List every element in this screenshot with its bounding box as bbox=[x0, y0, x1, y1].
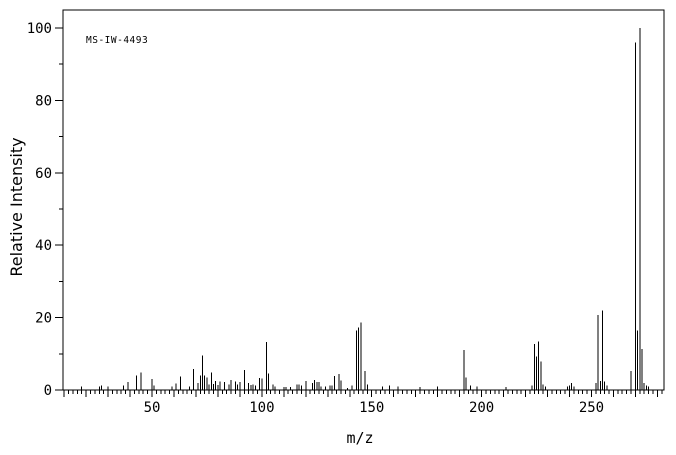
y-tick-label: 60 bbox=[35, 166, 52, 182]
x-tick-label: 50 bbox=[144, 400, 161, 416]
plot-border bbox=[62, 9, 665, 391]
peaks-group bbox=[81, 28, 650, 390]
x-tick-label: 100 bbox=[249, 400, 274, 416]
y-axis-label: Relative Intensity bbox=[7, 137, 26, 276]
y-tick-label: 40 bbox=[35, 238, 52, 254]
axes-group: 50 100 150 200 250 0 20 40 60 80 100 bbox=[27, 9, 665, 416]
y-tick-label: 100 bbox=[27, 21, 52, 37]
x-axis-label: m/z bbox=[346, 429, 373, 447]
chart-annotation: MS-IW-4493 bbox=[86, 35, 148, 46]
y-tick-label: 0 bbox=[44, 383, 52, 399]
y-tick-label: 20 bbox=[35, 311, 52, 327]
x-tick-label: 150 bbox=[359, 400, 384, 416]
y-tick-label: 80 bbox=[35, 93, 52, 109]
x-tick-label: 250 bbox=[579, 400, 604, 416]
x-tick-label: 200 bbox=[469, 400, 494, 416]
